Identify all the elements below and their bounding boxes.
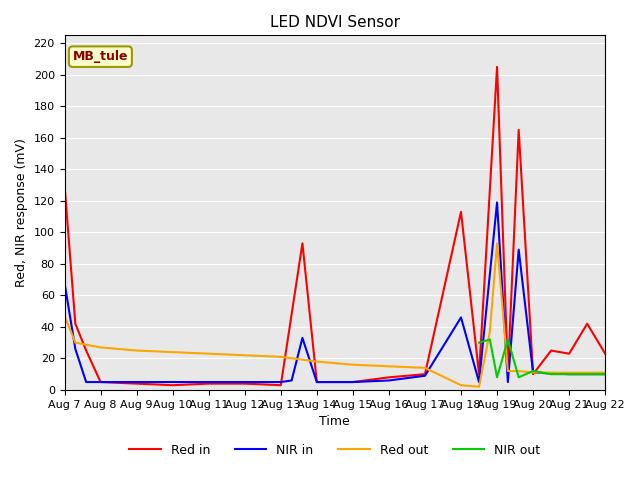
Red out xyxy=(61,313,68,319)
Red in xyxy=(421,372,429,377)
NIR in xyxy=(299,335,307,341)
Red in xyxy=(97,379,104,385)
Red in xyxy=(72,321,79,326)
Red out xyxy=(349,362,356,368)
Red out xyxy=(486,329,493,335)
Red out xyxy=(313,359,321,364)
Line: NIR in: NIR in xyxy=(65,203,605,382)
NIR out xyxy=(475,340,483,346)
Red in xyxy=(132,381,140,386)
Red out xyxy=(529,370,537,375)
NIR in xyxy=(349,379,356,385)
Red in xyxy=(241,381,248,386)
NIR in xyxy=(72,346,79,352)
NIR in xyxy=(97,379,104,385)
Red in xyxy=(385,374,393,380)
Red out xyxy=(457,383,465,388)
Red out xyxy=(475,384,483,390)
Red out xyxy=(169,349,177,355)
NIR out xyxy=(515,374,522,380)
Red in xyxy=(583,321,591,326)
Line: NIR out: NIR out xyxy=(479,339,605,377)
Red in xyxy=(324,379,332,385)
NIR out xyxy=(565,372,573,377)
NIR in xyxy=(493,200,501,205)
Red out xyxy=(97,345,104,350)
Red in xyxy=(299,240,307,246)
Red in xyxy=(457,209,465,215)
NIR in xyxy=(288,378,296,384)
Red in xyxy=(205,381,212,386)
Red out xyxy=(241,352,248,358)
NIR in xyxy=(529,370,537,375)
Red out xyxy=(515,368,522,374)
Red out xyxy=(583,370,591,375)
Red out xyxy=(493,240,501,246)
Red in xyxy=(169,383,177,388)
Line: Red in: Red in xyxy=(65,67,605,385)
X-axis label: Time: Time xyxy=(319,415,350,428)
NIR in xyxy=(132,379,140,385)
NIR in xyxy=(385,378,393,384)
Red out xyxy=(421,365,429,371)
NIR in xyxy=(421,373,429,379)
Red in xyxy=(529,372,537,377)
NIR in xyxy=(475,379,483,385)
NIR in xyxy=(515,247,522,252)
Title: LED NDVI Sensor: LED NDVI Sensor xyxy=(270,15,400,30)
NIR in xyxy=(504,379,512,385)
NIR in xyxy=(313,379,321,385)
Text: MB_tule: MB_tule xyxy=(72,50,128,63)
Red in xyxy=(547,348,555,353)
NIR out xyxy=(602,372,609,377)
NIR in xyxy=(241,379,248,385)
Red out xyxy=(277,354,285,360)
Red in xyxy=(349,379,356,385)
Red in xyxy=(83,348,90,353)
Red out xyxy=(72,340,79,346)
Red out xyxy=(205,351,212,357)
NIR out xyxy=(529,368,537,374)
NIR in xyxy=(565,372,573,377)
Red out xyxy=(385,363,393,369)
Red in xyxy=(61,182,68,188)
Red out xyxy=(132,348,140,353)
NIR out xyxy=(547,372,555,377)
Red in xyxy=(515,127,522,133)
Line: Red out: Red out xyxy=(65,243,605,387)
NIR out xyxy=(504,336,512,342)
Y-axis label: Red, NIR response (mV): Red, NIR response (mV) xyxy=(15,138,28,287)
NIR out xyxy=(486,336,493,342)
Red in xyxy=(475,372,483,377)
Red out xyxy=(565,370,573,375)
Red in xyxy=(288,312,296,317)
NIR in xyxy=(277,379,285,385)
NIR out xyxy=(583,372,591,377)
NIR in xyxy=(61,280,68,286)
NIR in xyxy=(169,379,177,385)
Red in xyxy=(602,351,609,357)
NIR out xyxy=(493,374,501,380)
Legend: Red in, NIR in, Red out, NIR out: Red in, NIR in, Red out, NIR out xyxy=(124,439,545,462)
Red in xyxy=(504,372,512,377)
Red in xyxy=(565,351,573,357)
Red in xyxy=(277,383,285,388)
NIR in xyxy=(83,379,90,385)
Red in xyxy=(313,379,321,385)
NIR in xyxy=(457,314,465,320)
NIR in xyxy=(602,372,609,377)
Red out xyxy=(504,368,512,374)
NIR in xyxy=(205,379,212,385)
NIR in xyxy=(583,372,591,377)
Red out xyxy=(602,370,609,375)
Red in xyxy=(493,64,501,70)
